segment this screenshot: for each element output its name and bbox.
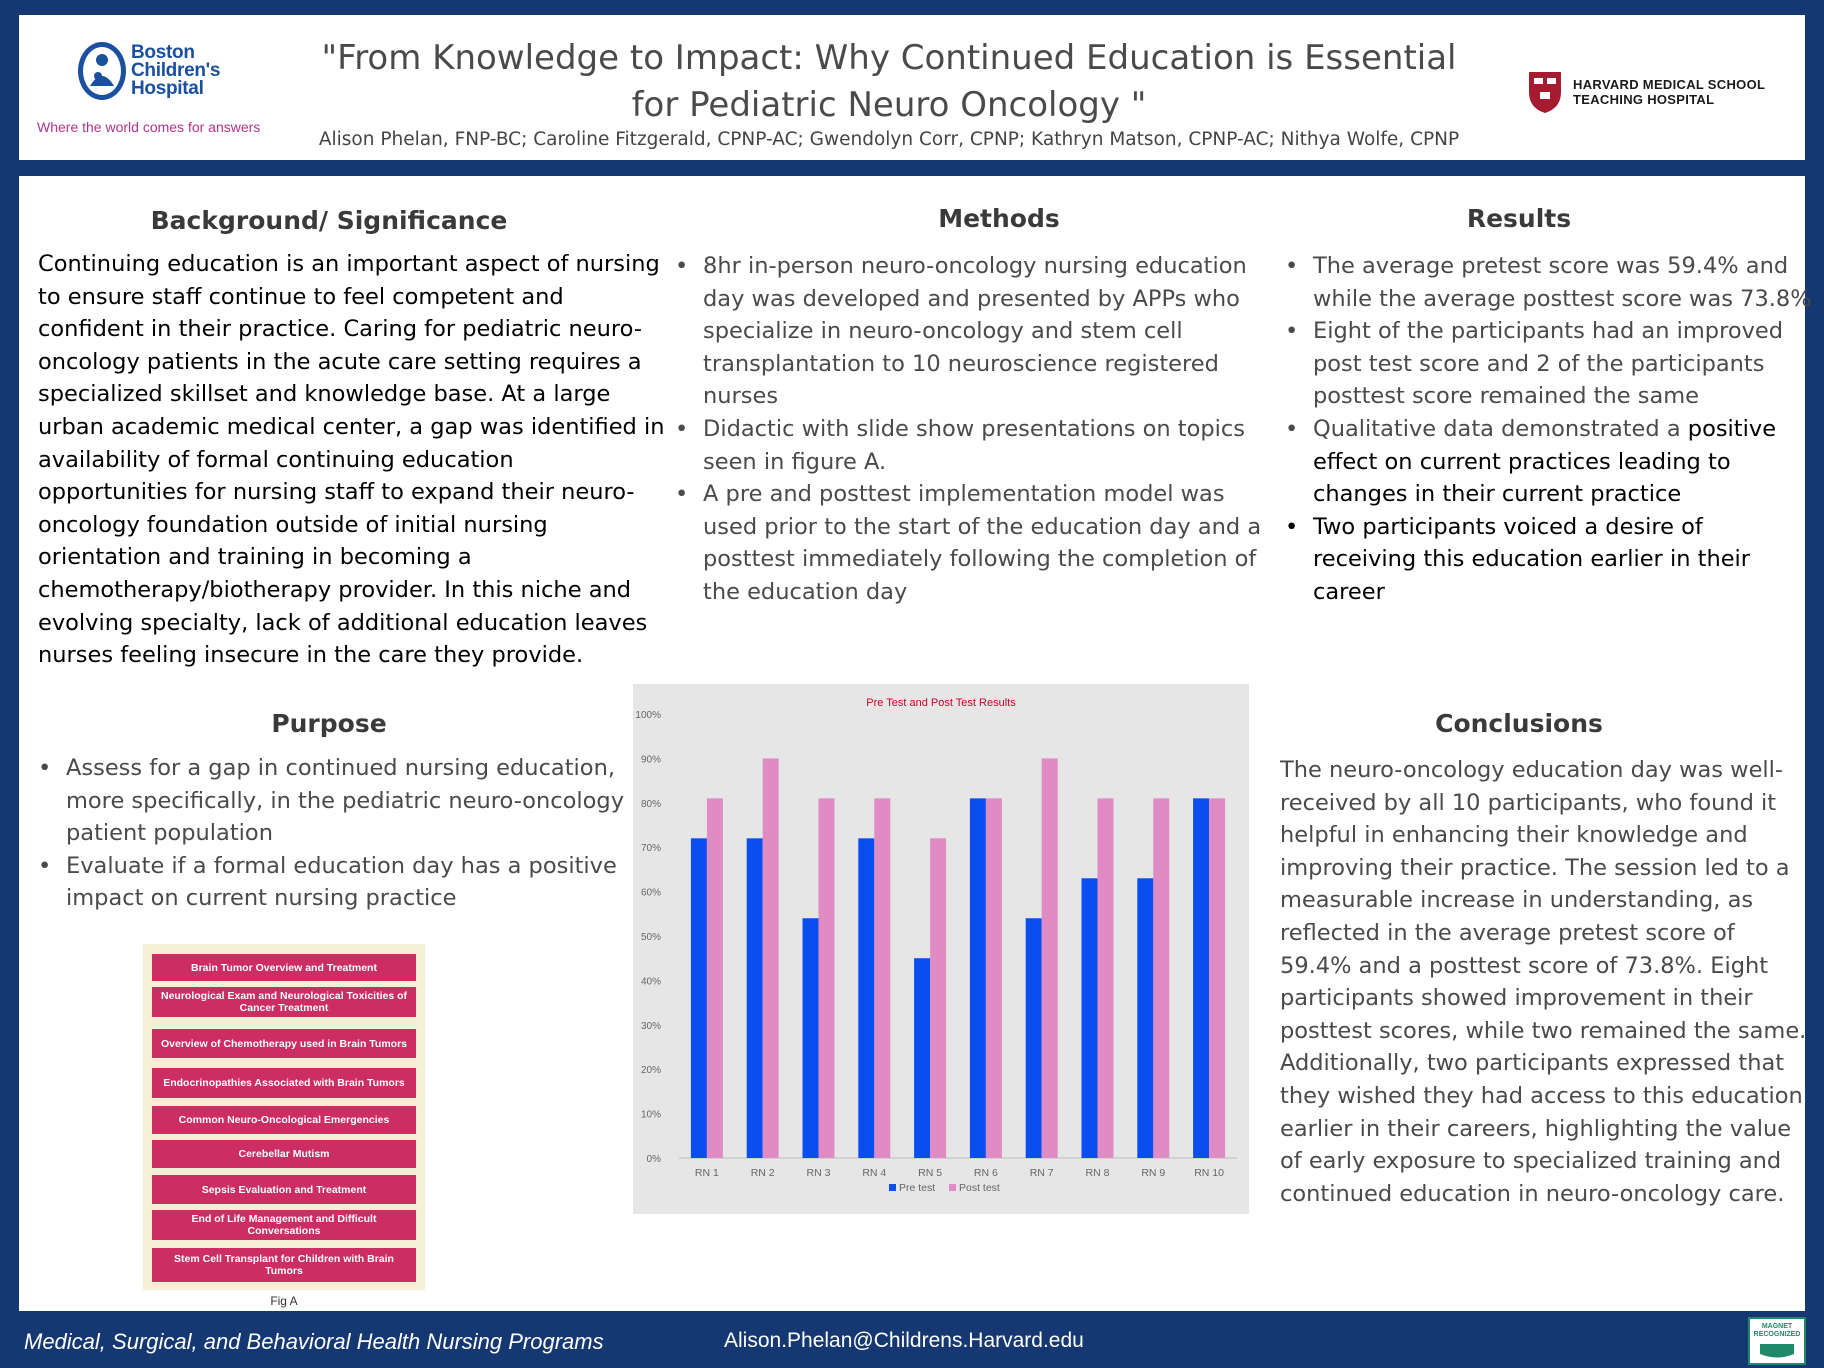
results-list: The average pretest score was 59.4% and … [1283, 250, 1813, 609]
bar-post-test [1153, 798, 1170, 1158]
bar-pre-test [746, 838, 763, 1158]
list-item: The average pretest score was 59.4% and … [1283, 250, 1813, 315]
list-item: Two participants voiced a desire of rece… [1283, 511, 1813, 609]
conclusions-text: The neuro-oncology education day was wel… [1280, 757, 1807, 1207]
bar-post-test [1041, 758, 1058, 1158]
list-item: Evaluate if a formal education day has a… [36, 850, 636, 915]
topic-item: End of Life Management and Difficult Con… [152, 1210, 416, 1240]
program-name: Medical, Surgical, and Behavioral Health… [24, 1329, 604, 1354]
x-tick-label: RN 2 [751, 1167, 775, 1179]
x-tick-label: RN 7 [1030, 1167, 1054, 1179]
figure-a-topics: Brain Tumor Overview and Treatment Neuro… [143, 944, 425, 1290]
topic-item: Neurological Exam and Neurological Toxic… [152, 987, 416, 1017]
x-tick-label: RN 1 [695, 1167, 719, 1179]
bar-post-test [818, 798, 835, 1158]
list-item: Eight of the participants had an improve… [1283, 315, 1813, 413]
background-heading: Background/ Significance [150, 206, 508, 235]
methods-list: 8hr in-person neuro-oncology nursing edu… [673, 250, 1273, 609]
bar-post-test [706, 798, 723, 1158]
bar-pre-test [802, 918, 819, 1158]
legend-swatch [949, 1184, 956, 1191]
purpose-heading: Purpose [271, 709, 387, 738]
y-tick-label: 90% [641, 754, 661, 765]
bar-post-test [762, 758, 779, 1158]
author-list: Alison Phelan, FNP-BC; Caroline Fitzgera… [318, 129, 1460, 150]
tagline: Where the world comes for answers [37, 119, 261, 135]
y-tick-label: 60% [641, 888, 661, 899]
methods-heading: Methods [938, 204, 1060, 233]
bar-post-test [930, 838, 947, 1158]
y-tick-label: 100% [635, 710, 661, 721]
bar-pre-test [969, 798, 986, 1158]
x-tick-label: RN 4 [862, 1167, 886, 1179]
topic-item: Endocrinopathies Associated with Brain T… [152, 1068, 416, 1098]
x-tick-label: RN 8 [1086, 1167, 1110, 1179]
y-tick-label: 40% [641, 976, 661, 987]
list-item: Qualitative data demonstrated a positive… [1283, 413, 1813, 511]
pre-post-test-chart: Pre Test and Post Test Results 0% 10% 20% 30… [633, 684, 1249, 1214]
magnet-emblem-icon [1760, 1344, 1794, 1358]
y-tick-label: 50% [641, 932, 661, 943]
x-tick-label: RN 9 [1141, 1167, 1165, 1179]
chart-title: Pre Test and Post Test Results [866, 697, 1016, 709]
legend-label: Pre test [899, 1182, 935, 1194]
bch-name: Boston Children's Hospital [131, 42, 221, 99]
y-tick-label: 10% [641, 1110, 661, 1121]
bar-pre-test [914, 958, 931, 1158]
topic-item: Cerebellar Mutism [152, 1140, 416, 1168]
bar-post-test [1209, 798, 1226, 1158]
legend-swatch [889, 1184, 896, 1191]
list-item: A pre and posttest implementation model … [673, 478, 1273, 608]
topic-item: Sepsis Evaluation and Treatment [152, 1175, 416, 1204]
poster-body: Background/ Significance Continuing educ… [19, 176, 1812, 1311]
bch-seal-icon [78, 42, 126, 100]
x-tick-label: RN 10 [1194, 1167, 1224, 1179]
conclusions-heading: Conclusions [1435, 709, 1603, 738]
topic-item: Stem Cell Transplant for Children with B… [152, 1248, 416, 1282]
x-tick-label: RN 6 [974, 1167, 998, 1179]
topic-item: Brain Tumor Overview and Treatment [152, 954, 416, 981]
topic-item: Overview of Chemotherapy used in Brain T… [152, 1029, 416, 1058]
x-tick-label: RN 5 [918, 1167, 942, 1179]
bar-pre-test [1081, 878, 1098, 1158]
harvard-medical-school-logo: HARVARD MEDICAL SCHOOL TEACHING HOSPITAL [1527, 70, 1797, 120]
topic-item: Common Neuro-Oncological Emergencies [152, 1106, 416, 1134]
x-tick-label: RN 3 [807, 1167, 831, 1179]
harvard-shield-icon [1529, 72, 1561, 113]
list-item: Didactic with slide show presentations o… [673, 413, 1273, 478]
bar-post-test [985, 798, 1002, 1158]
purpose-list: Assess for a gap in continued nursing ed… [36, 752, 636, 915]
poster-header: Boston Children's Hospital Where the wor… [19, 15, 1805, 160]
bar-post-test [874, 798, 891, 1158]
y-tick-label: 80% [641, 799, 661, 810]
legend-label: Post test [959, 1182, 1000, 1194]
bar-post-test [1097, 798, 1114, 1158]
bar-pre-test [858, 838, 875, 1158]
y-tick-label: 30% [641, 1021, 661, 1032]
bar-pre-test [1137, 878, 1154, 1158]
background-text: Continuing education is an important asp… [38, 251, 665, 669]
y-tick-label: 0% [647, 1154, 662, 1165]
results-heading: Results [1466, 204, 1572, 233]
list-item: 8hr in-person neuro-oncology nursing edu… [673, 250, 1273, 413]
magnet-badge: MAGNET RECOGNIZED [1748, 1317, 1806, 1365]
poster-title: "From Knowledge to Impact: Why Continued… [321, 38, 1457, 125]
bar-pre-test [1193, 798, 1210, 1158]
boston-childrens-logo: Boston Children's Hospital [76, 40, 346, 120]
bar-pre-test [690, 838, 707, 1158]
y-tick-label: 20% [641, 1065, 661, 1076]
contact-email: Alison.Phelan@Childrens.Harvard.edu [724, 1329, 1084, 1352]
bar-pre-test [1025, 918, 1042, 1158]
list-item: Assess for a gap in continued nursing ed… [36, 752, 636, 850]
bar-chart-svg: Pre Test and Post Test Results 0% 10% 20% 30… [635, 697, 1237, 1194]
y-tick-label: 70% [641, 843, 661, 854]
figure-a-caption: Fig A [270, 1294, 298, 1308]
